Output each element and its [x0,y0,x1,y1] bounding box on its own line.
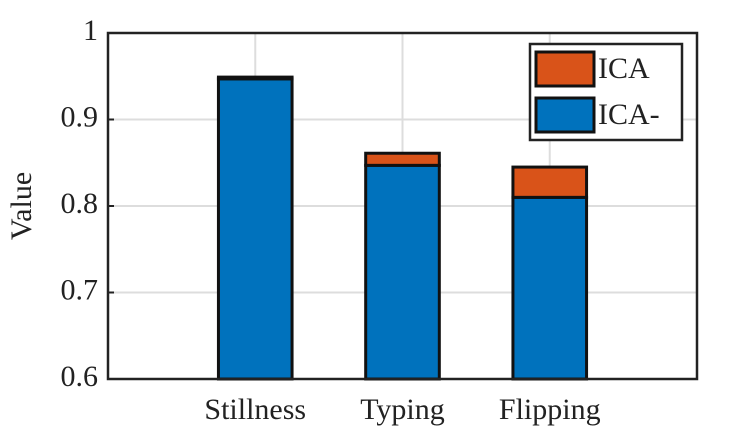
bar-segment [511,165,589,199]
y-axis-label: Value [5,172,38,240]
bar-segment [511,195,589,381]
legend: ICA ICA- [528,42,684,142]
x-tick-label: Flipping [499,393,601,426]
bar-segment [216,77,294,381]
bar-segment [364,151,441,167]
x-tick-label: Typing [360,393,445,426]
y-tick-label: 0.6 [61,360,99,393]
bar-segment [216,75,294,81]
legend-swatch [534,96,596,134]
y-tick-label: 0.7 [61,273,99,306]
legend-swatch [534,50,596,88]
legend-label: ICA- [598,98,660,131]
bar-segment [364,163,441,381]
y-tick-label: 0.8 [61,187,99,220]
x-tick-label: Stillness [204,393,306,426]
y-tick-label: 0.9 [61,100,99,133]
legend-label: ICA [598,52,650,85]
y-tick-label: 1 [83,14,98,47]
plot-frame [106,31,699,381]
